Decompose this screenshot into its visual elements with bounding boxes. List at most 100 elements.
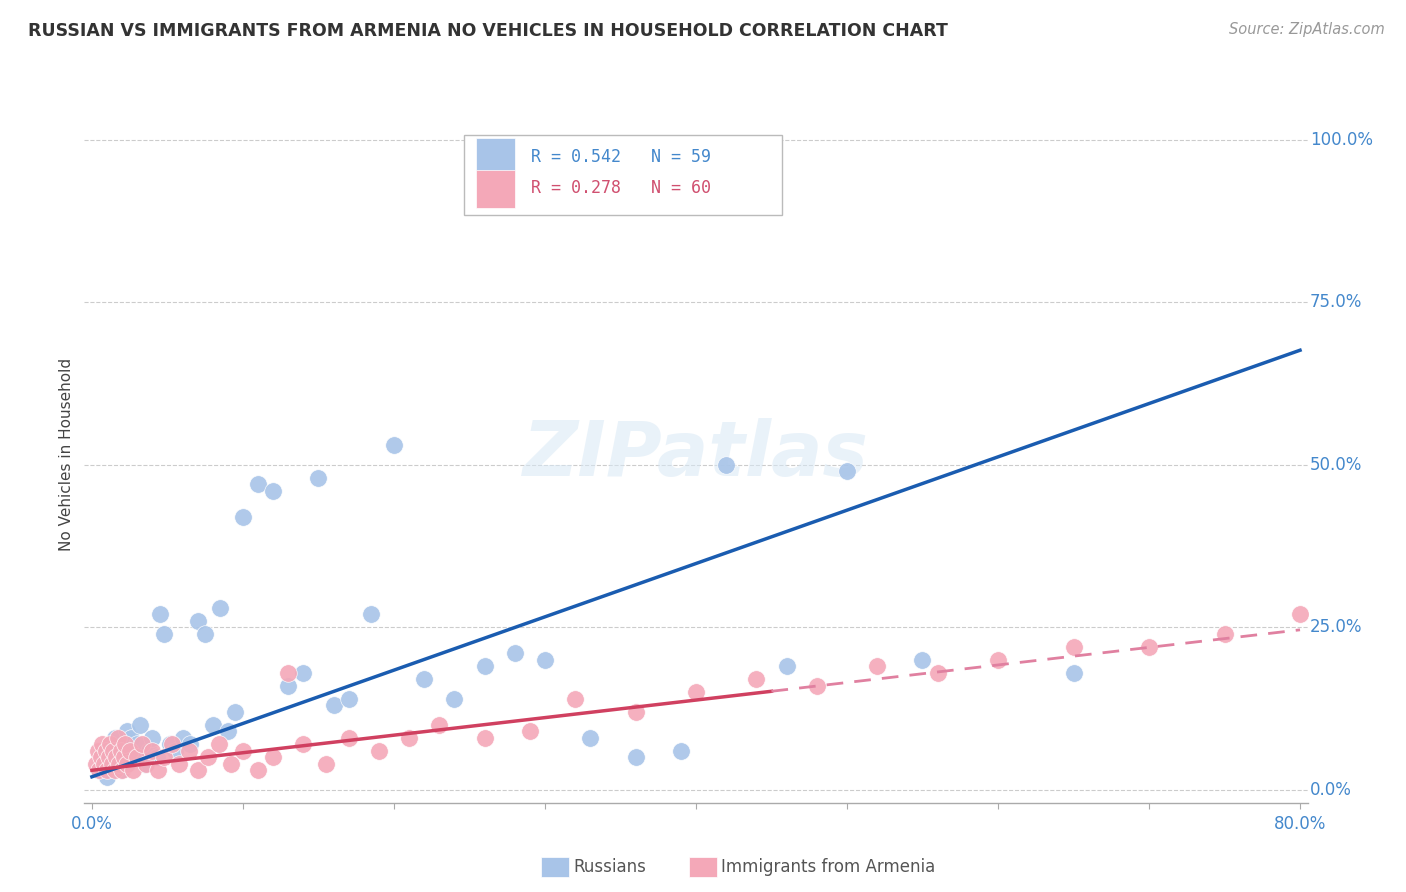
Point [197, 750, 219, 764]
Point [97, 750, 120, 764]
Text: 50.0%: 50.0% [1310, 456, 1362, 474]
Point [177, 744, 200, 758]
Point [101, 744, 124, 758]
Point [187, 614, 209, 628]
Point [127, 737, 149, 751]
Point [443, 691, 465, 706]
Text: RUSSIAN VS IMMIGRANTS FROM ARMENIA NO VEHICLES IN HOUSEHOLD CORRELATION CHART: RUSSIAN VS IMMIGRANTS FROM ARMENIA NO VE… [28, 22, 948, 40]
Point [427, 718, 450, 732]
Text: 80.0%: 80.0% [1274, 814, 1326, 832]
Point [114, 737, 136, 751]
Point [1063, 665, 1085, 680]
Point [224, 705, 246, 719]
Point [89, 764, 111, 778]
Point [474, 659, 496, 673]
Point [292, 737, 315, 751]
Point [187, 764, 209, 778]
Point [624, 750, 647, 764]
Point [315, 756, 337, 771]
Point [107, 731, 129, 745]
Point [103, 731, 125, 745]
Point [160, 737, 183, 751]
Point [93, 756, 115, 771]
Point [1213, 626, 1236, 640]
Point [100, 737, 122, 751]
Text: R = 0.278   N = 60: R = 0.278 N = 60 [531, 179, 711, 197]
Point [115, 724, 138, 739]
Point [208, 737, 231, 751]
Point [172, 731, 194, 745]
Point [194, 626, 217, 640]
Point [866, 659, 889, 673]
Point [103, 764, 125, 778]
Point [96, 744, 118, 758]
Bar [475, 169, 515, 208]
Point [105, 750, 128, 764]
Point [105, 756, 128, 771]
FancyBboxPatch shape [464, 135, 782, 215]
Point [148, 764, 170, 778]
Point [103, 750, 125, 764]
Point [153, 750, 176, 764]
Point [322, 698, 344, 713]
Point [94, 744, 117, 758]
Point [129, 718, 152, 732]
Point [775, 659, 797, 673]
Point [96, 770, 118, 784]
Point [98, 756, 121, 771]
Point [714, 458, 737, 472]
Point [247, 477, 270, 491]
Point [91, 750, 114, 764]
Point [201, 718, 224, 732]
Point [100, 756, 122, 771]
Y-axis label: No Vehicles in Household: No Vehicles in Household [59, 359, 75, 551]
Point [114, 737, 136, 751]
Point [367, 744, 389, 758]
Point [579, 731, 602, 745]
Point [141, 744, 163, 758]
Point [110, 764, 132, 778]
Point [806, 679, 828, 693]
Point [277, 679, 299, 693]
Point [179, 737, 201, 751]
Text: 0.0%: 0.0% [70, 814, 112, 832]
Point [307, 471, 329, 485]
Point [146, 750, 169, 764]
Point [87, 744, 110, 758]
Point [277, 665, 299, 680]
Point [337, 731, 360, 745]
Point [135, 756, 157, 771]
Point [131, 737, 153, 751]
Point [115, 756, 138, 771]
Point [398, 731, 420, 745]
Point [262, 750, 284, 764]
Point [669, 744, 692, 758]
Point [519, 724, 541, 739]
Point [232, 509, 254, 524]
Text: R = 0.542   N = 59: R = 0.542 N = 59 [531, 148, 711, 166]
Point [93, 756, 115, 771]
Point [564, 691, 586, 706]
Point [111, 750, 134, 764]
Point [159, 737, 181, 751]
Point [153, 626, 176, 640]
Point [534, 653, 557, 667]
Point [98, 737, 121, 751]
Point [624, 705, 647, 719]
Point [118, 744, 141, 758]
Text: 75.0%: 75.0% [1310, 293, 1362, 311]
Point [169, 756, 191, 771]
Point [1289, 607, 1312, 622]
Point [232, 744, 254, 758]
Point [122, 750, 145, 764]
Text: Source: ZipAtlas.com: Source: ZipAtlas.com [1229, 22, 1385, 37]
Point [112, 750, 135, 764]
Point [337, 691, 360, 706]
Text: 0.0%: 0.0% [1310, 780, 1353, 799]
Point [1137, 640, 1160, 654]
Text: 25.0%: 25.0% [1310, 618, 1362, 636]
Point [110, 744, 132, 758]
Point [86, 756, 108, 771]
Point [685, 685, 707, 699]
Point [360, 607, 382, 622]
